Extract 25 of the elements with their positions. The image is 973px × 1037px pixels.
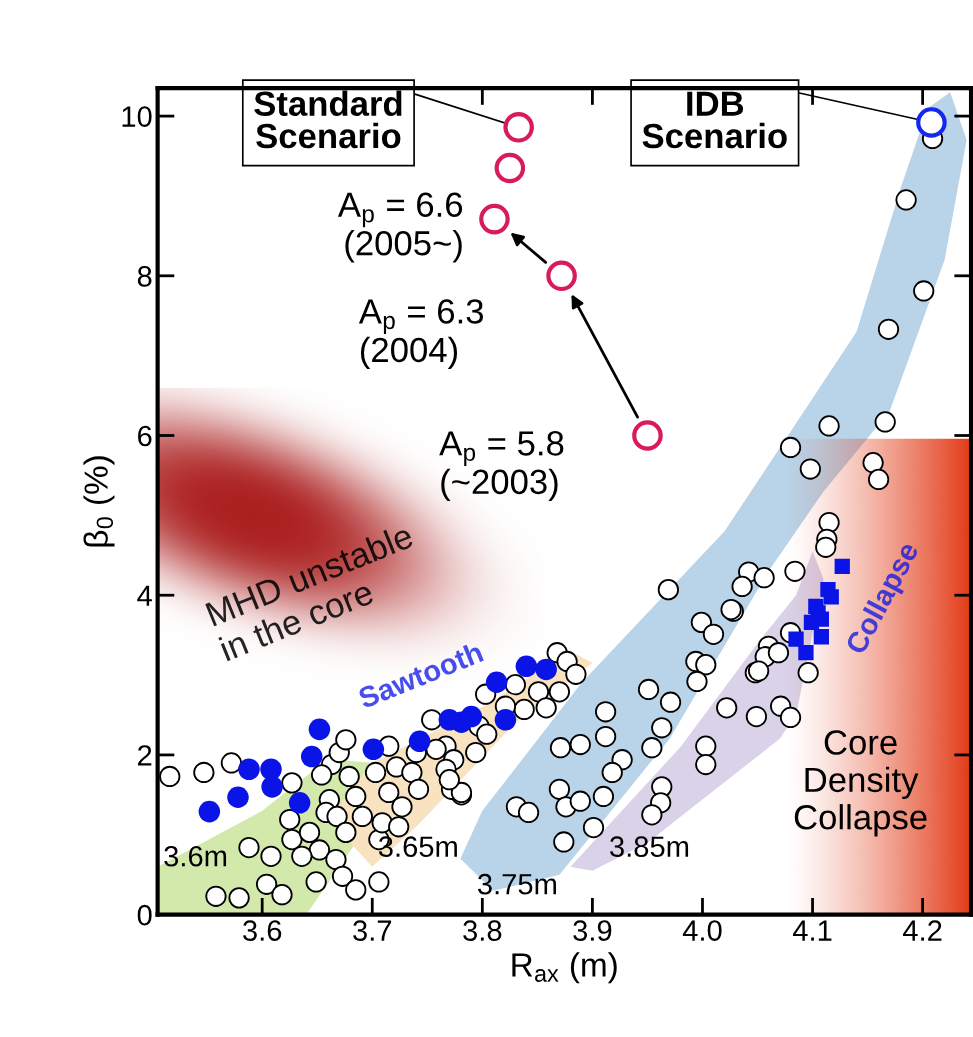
- x-tick-label: 4.1: [792, 920, 832, 941]
- annotation: 3.85m: [610, 836, 689, 857]
- y-tick-label: 0: [137, 904, 152, 926]
- x-tick-label: 3.7: [353, 920, 392, 941]
- x-axis-title: R$_{ax}$ (m): [512, 952, 617, 984]
- x-tick-label: 3.6: [243, 920, 282, 941]
- y-tick-label: 2: [138, 745, 152, 766]
- y-tick-label: 10: [122, 106, 152, 127]
- annotation: 3.65m: [378, 836, 457, 857]
- x-tick-label: 3.9: [573, 920, 612, 941]
- annotation: 3.6m: [164, 845, 227, 867]
- y-tick-label: 6: [138, 425, 152, 447]
- x-tick-label: 4.2: [903, 920, 942, 941]
- annotation: A$_{p}$ = 5.8 (~2003): [439, 431, 564, 502]
- y-axis-title: β$_{0}$ (%): [83, 456, 115, 547]
- x-tick-label: 3.8: [463, 920, 502, 941]
- annotation: A$_{p}$ = 6.3 (2004): [358, 299, 484, 370]
- annotation: Standard Scenario: [254, 90, 402, 149]
- annotation: A$_{p}$ = 6.6 (2005~): [337, 192, 463, 263]
- y-tick-label: 4: [137, 585, 152, 606]
- annotation: Core Density Collapse: [794, 730, 927, 837]
- y-tick-label: 8: [137, 266, 152, 287]
- annotation: IDB Scenario: [642, 91, 787, 149]
- x-tick-label: 4.0: [682, 920, 722, 941]
- annotation: 3.75m: [477, 873, 556, 895]
